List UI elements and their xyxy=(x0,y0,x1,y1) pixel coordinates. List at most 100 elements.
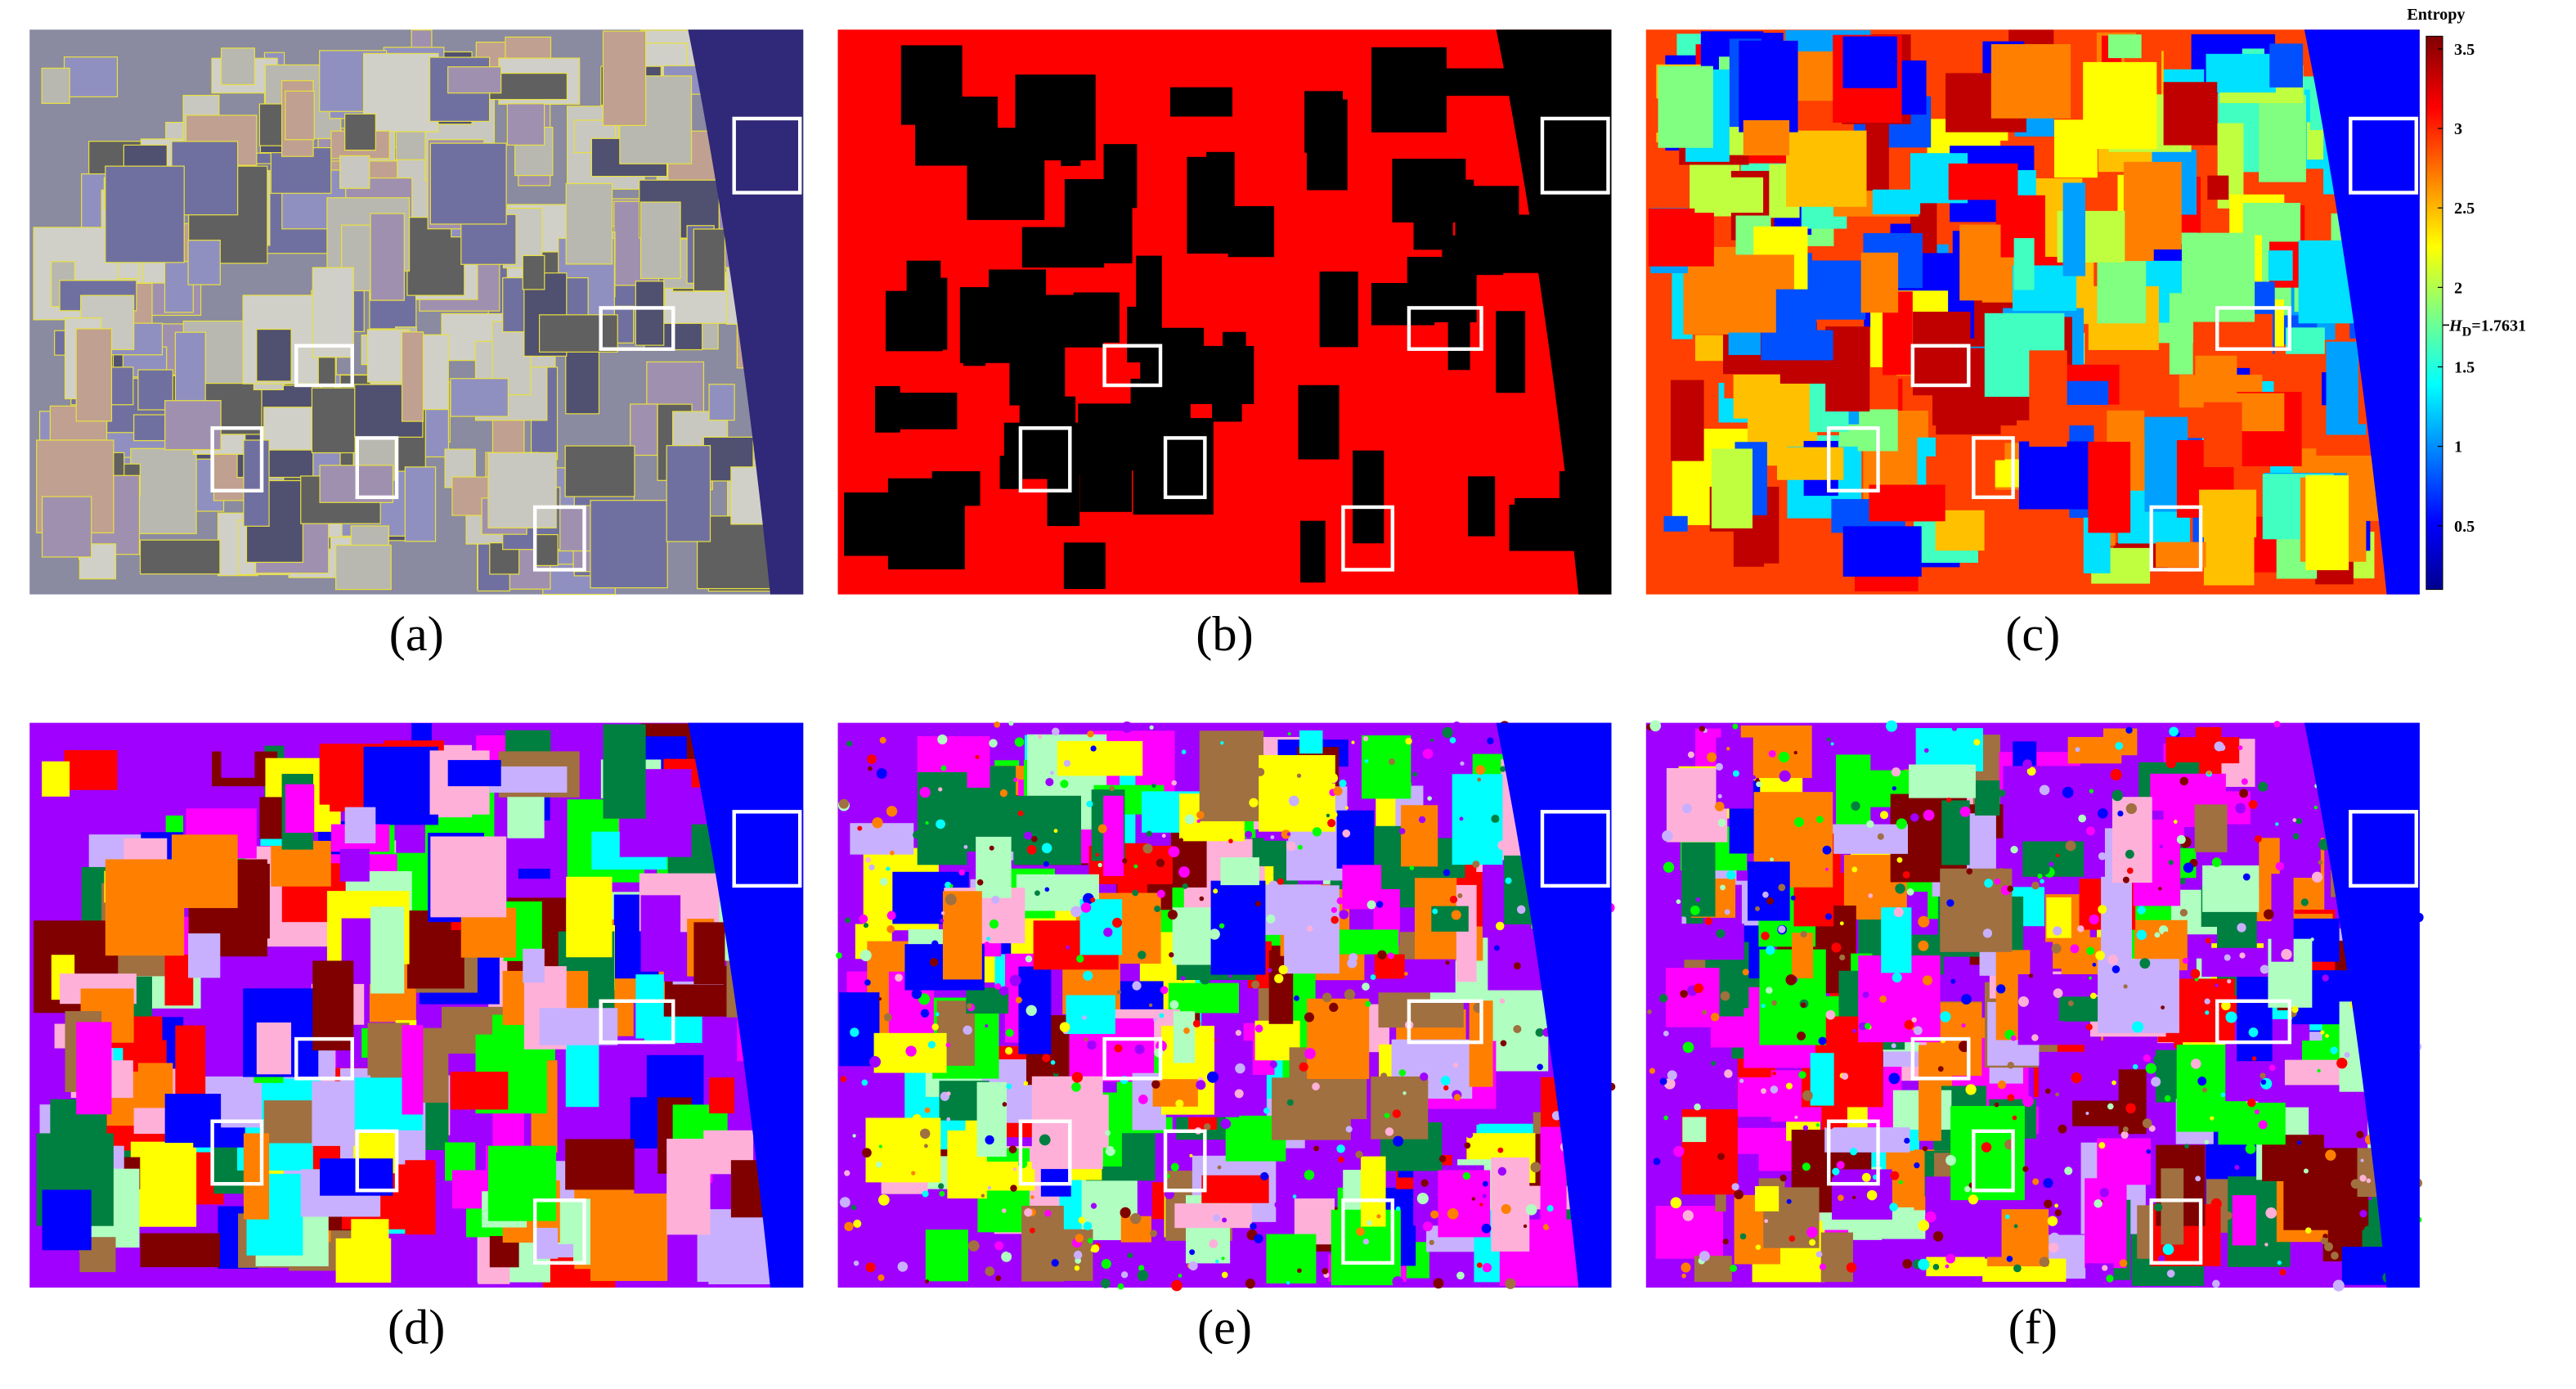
field-patch xyxy=(917,772,967,865)
field-patch xyxy=(1003,422,1087,474)
speckle xyxy=(1497,1166,1507,1176)
field-patch xyxy=(1909,764,1976,798)
field-patch xyxy=(1491,1157,1530,1252)
speckle xyxy=(913,905,924,916)
speckle xyxy=(2067,1000,2074,1007)
speckle xyxy=(1336,1144,1345,1153)
speckle xyxy=(1866,1189,1878,1201)
speckle xyxy=(1395,1206,1401,1211)
speckle xyxy=(2054,1203,2058,1208)
speckle xyxy=(1082,1015,1087,1020)
field-patch xyxy=(564,445,635,497)
speckle xyxy=(1959,806,1971,817)
field-patch xyxy=(1057,740,1143,776)
speckle xyxy=(2085,1023,2093,1031)
speckle xyxy=(2292,833,2300,840)
speckle xyxy=(1010,1184,1017,1192)
speckle xyxy=(1997,1080,2007,1090)
panel-label: (f) xyxy=(2008,1300,2058,1355)
speckle xyxy=(2179,909,2188,917)
speckle xyxy=(1513,962,1521,970)
field-patch xyxy=(2103,728,2138,756)
field-patch xyxy=(1168,982,1240,1014)
field-patch xyxy=(188,933,221,978)
speckle xyxy=(2098,1142,2106,1149)
speckle xyxy=(1376,901,1384,908)
speckle xyxy=(946,1117,951,1122)
field-patch xyxy=(925,1229,968,1282)
speckle xyxy=(1681,1262,1691,1273)
field-patch xyxy=(709,1077,735,1114)
speckle xyxy=(1764,1219,1769,1224)
speckle xyxy=(1364,759,1369,763)
speckle xyxy=(940,765,947,771)
speckle xyxy=(1505,1278,1516,1289)
highlight-box xyxy=(2349,810,2418,888)
speckle xyxy=(995,1275,1002,1281)
speckle xyxy=(952,1003,958,1009)
speckle xyxy=(1659,1077,1667,1086)
speckle xyxy=(1267,968,1272,973)
speckle xyxy=(927,776,939,789)
speckle xyxy=(2247,1098,2256,1108)
panel-label: (c) xyxy=(2005,607,2060,662)
speckle xyxy=(1327,819,1336,828)
speckle xyxy=(1726,870,1736,880)
highlight-box xyxy=(1102,344,1163,388)
speckle xyxy=(1465,1131,1474,1139)
speckle xyxy=(2215,983,2219,987)
field-patch xyxy=(1681,842,1716,917)
field-patch xyxy=(2232,1195,2256,1246)
speckle xyxy=(1329,1002,1339,1013)
field-patch xyxy=(693,228,726,292)
speckle xyxy=(1041,843,1052,854)
speckle xyxy=(958,869,966,876)
field-patch xyxy=(175,1025,206,1108)
speckle xyxy=(1015,996,1022,1004)
speckle xyxy=(2211,857,2222,867)
speckle xyxy=(2197,1077,2207,1086)
speckle xyxy=(1945,1264,1950,1269)
speckle xyxy=(1180,976,1186,981)
speckle xyxy=(1830,742,1834,746)
speckle xyxy=(1076,955,1084,963)
speckle xyxy=(936,819,945,829)
speckle xyxy=(1717,818,1726,827)
speckle xyxy=(1726,747,1730,751)
speckle xyxy=(1008,721,1014,726)
field-patch xyxy=(1792,933,1814,979)
speckle xyxy=(1761,931,1770,941)
field-patch xyxy=(1809,260,1866,320)
field-patch xyxy=(2123,161,2182,249)
speckle xyxy=(865,1262,876,1273)
speckle xyxy=(1169,1000,1179,1009)
field-patch xyxy=(130,1141,197,1227)
highlight-box xyxy=(2149,505,2203,572)
image-panel xyxy=(29,722,804,1288)
highlight-box xyxy=(294,344,354,388)
speckle xyxy=(1156,858,1165,868)
field-patch xyxy=(401,331,424,422)
speckle xyxy=(1449,895,1458,904)
speckle xyxy=(2055,1092,2059,1097)
speckle xyxy=(1005,1028,1014,1037)
speckle xyxy=(1996,871,2004,879)
speckle xyxy=(1851,866,1858,873)
speckle xyxy=(2275,822,2279,826)
field-patch xyxy=(1079,443,1132,512)
field-patch xyxy=(887,478,965,570)
speckle xyxy=(1815,1251,1823,1258)
colorbar-tick-label: 1.5 xyxy=(2454,359,2475,377)
speckle xyxy=(1127,1252,1133,1259)
field-patch xyxy=(1515,497,1567,527)
speckle xyxy=(1304,1012,1315,1023)
speckle xyxy=(2297,1140,2302,1145)
speckle xyxy=(1420,1072,1429,1081)
speckle xyxy=(1472,861,1480,868)
field-patch xyxy=(1456,884,1477,982)
speckle xyxy=(1766,945,1775,955)
speckle xyxy=(1471,1197,1476,1201)
speckle xyxy=(1676,899,1681,905)
speckle xyxy=(1087,1238,1093,1244)
speckle xyxy=(1951,726,1958,731)
